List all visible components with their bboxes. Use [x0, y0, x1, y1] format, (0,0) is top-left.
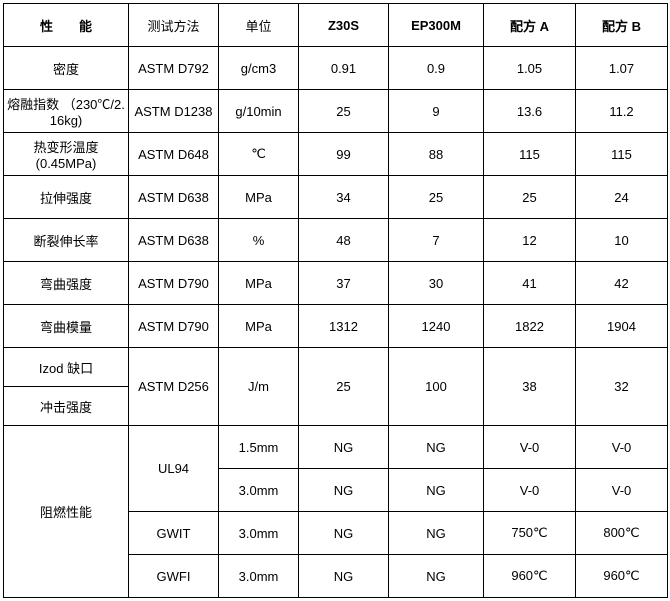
value-a: 750℃ [484, 512, 576, 555]
value-z30s: 0.91 [299, 47, 389, 90]
test-method: ASTM D792 [129, 47, 219, 90]
value-ep300m: NG [389, 469, 484, 512]
value-ep300m: NG [389, 555, 484, 598]
unit: % [219, 219, 299, 262]
unit: MPa [219, 176, 299, 219]
property-name: 弯曲强度 [4, 262, 129, 305]
value-ep300m: NG [389, 512, 484, 555]
value-ep300m: 9 [389, 90, 484, 133]
value-z30s: 37 [299, 262, 389, 305]
property-name: 熔融指数 （230℃/2. 16kg) [4, 90, 129, 133]
property-name: 密度 [4, 47, 129, 90]
value-b: 32 [576, 348, 668, 426]
unit: J/m [219, 348, 299, 426]
value-a: V-0 [484, 469, 576, 512]
value-z30s: NG [299, 512, 389, 555]
value-b: 42 [576, 262, 668, 305]
value-a: 960℃ [484, 555, 576, 598]
value-b: V-0 [576, 469, 668, 512]
property-impact-strength: 冲击强度 [4, 387, 129, 426]
value-ep300m: 0.9 [389, 47, 484, 90]
test-method: ASTM D1238 [129, 90, 219, 133]
test-method: ASTM D638 [129, 219, 219, 262]
test-method-gwfi: GWFI [129, 555, 219, 598]
value-z30s: 99 [299, 133, 389, 176]
property-name: 弯曲模量 [4, 305, 129, 348]
value-z30s: NG [299, 469, 389, 512]
table-row: 弯曲模量ASTM D790MPa1312124018221904 [4, 305, 668, 348]
value-b: 800℃ [576, 512, 668, 555]
table-row: 熔融指数 （230℃/2. 16kg)ASTM D1238g/10min2591… [4, 90, 668, 133]
test-method: ASTM D648 [129, 133, 219, 176]
test-method: ASTM D790 [129, 262, 219, 305]
value-z30s: 25 [299, 90, 389, 133]
value-b: 1904 [576, 305, 668, 348]
test-method: ASTM D638 [129, 176, 219, 219]
header-z30s: Z30S [299, 4, 389, 47]
unit: 3.0mm [219, 555, 299, 598]
value-ep300m: 7 [389, 219, 484, 262]
table-row: 弯曲强度ASTM D790MPa37304142 [4, 262, 668, 305]
header-unit: 单位 [219, 4, 299, 47]
table-row: 阻燃性能UL941.5mmNGNGV-0V-0 [4, 426, 668, 469]
unit: ℃ [219, 133, 299, 176]
table-row: 热变形温度(0.45MPa)ASTM D648℃9988115115 [4, 133, 668, 176]
value-a: 1822 [484, 305, 576, 348]
value-a: 38 [484, 348, 576, 426]
unit: 3.0mm [219, 512, 299, 555]
header-ep300m: EP300M [389, 4, 484, 47]
unit: g/cm3 [219, 47, 299, 90]
test-method: ASTM D790 [129, 305, 219, 348]
unit: g/10min [219, 90, 299, 133]
value-ep300m: 30 [389, 262, 484, 305]
header-formula-b: 配方 B [576, 4, 668, 47]
value-a: 1.05 [484, 47, 576, 90]
property-name: 热变形温度(0.45MPa) [4, 133, 129, 176]
property-izod-notch: Izod 缺口 [4, 348, 129, 387]
property-name: 断裂伸长率 [4, 219, 129, 262]
value-b: 10 [576, 219, 668, 262]
value-b: 24 [576, 176, 668, 219]
header-formula-a: 配方 A [484, 4, 576, 47]
value-b: V-0 [576, 426, 668, 469]
unit: MPa [219, 262, 299, 305]
value-b: 115 [576, 133, 668, 176]
value-a: 41 [484, 262, 576, 305]
material-properties-table: 性 能测试方法单位Z30SEP300M配方 A配方 B密度ASTM D792g/… [3, 3, 668, 598]
value-a: 115 [484, 133, 576, 176]
value-a: 13.6 [484, 90, 576, 133]
value-ep300m: 1240 [389, 305, 484, 348]
test-method-ul94: UL94 [129, 426, 219, 512]
value-b: 960℃ [576, 555, 668, 598]
value-a: 25 [484, 176, 576, 219]
unit: 1.5mm [219, 426, 299, 469]
value-z30s: 25 [299, 348, 389, 426]
header-method: 测试方法 [129, 4, 219, 47]
table-row: 密度ASTM D792g/cm30.910.91.051.07 [4, 47, 668, 90]
value-b: 11.2 [576, 90, 668, 133]
value-z30s: 34 [299, 176, 389, 219]
table-row: 断裂伸长率ASTM D638%4871210 [4, 219, 668, 262]
value-ep300m: 100 [389, 348, 484, 426]
table-row: 拉伸强度ASTM D638MPa34252524 [4, 176, 668, 219]
value-z30s: NG [299, 555, 389, 598]
header-property: 性 能 [4, 4, 129, 47]
property-flame: 阻燃性能 [4, 426, 129, 598]
unit: MPa [219, 305, 299, 348]
value-z30s: 1312 [299, 305, 389, 348]
value-ep300m: 25 [389, 176, 484, 219]
property-name: 拉伸强度 [4, 176, 129, 219]
value-ep300m: NG [389, 426, 484, 469]
value-z30s: 48 [299, 219, 389, 262]
table-row: Izod 缺口ASTM D256J/m251003832 [4, 348, 668, 387]
test-method: ASTM D256 [129, 348, 219, 426]
value-b: 1.07 [576, 47, 668, 90]
value-ep300m: 88 [389, 133, 484, 176]
header-row: 性 能测试方法单位Z30SEP300M配方 A配方 B [4, 4, 668, 47]
value-a: 12 [484, 219, 576, 262]
test-method-gwit: GWIT [129, 512, 219, 555]
value-z30s: NG [299, 426, 389, 469]
unit: 3.0mm [219, 469, 299, 512]
value-a: V-0 [484, 426, 576, 469]
